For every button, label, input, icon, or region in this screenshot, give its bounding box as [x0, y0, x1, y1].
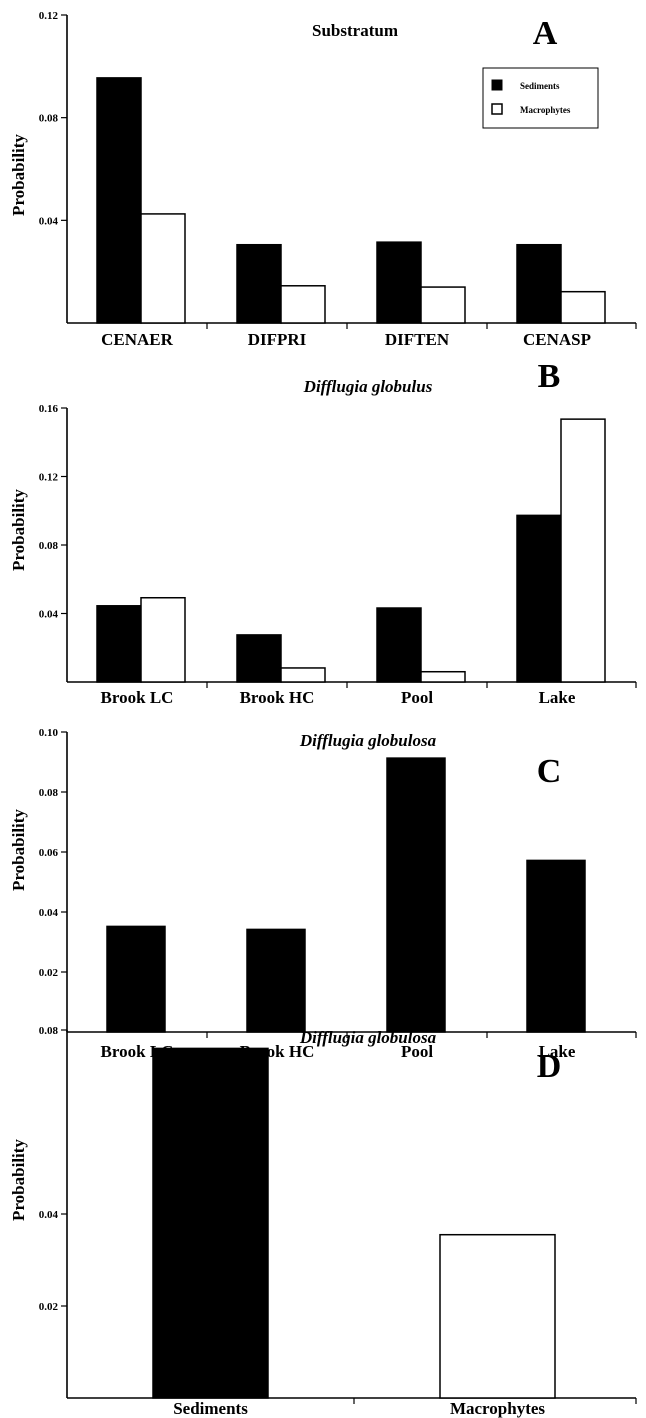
bar	[376, 241, 422, 324]
y-tick-label: 0.02	[39, 1301, 59, 1313]
bar	[420, 670, 466, 683]
chart-title: Substratum	[312, 21, 398, 40]
bar	[560, 418, 606, 683]
chart-panel-b: Difflugia globulus B Probability 0.04 0.0…	[9, 358, 637, 707]
y-tick-label: 0.08	[39, 1025, 59, 1037]
bar	[236, 243, 282, 324]
y-tick-label: 0.08	[39, 540, 59, 552]
bar	[96, 77, 142, 324]
y-axis-label: Probability	[9, 134, 28, 216]
bar	[140, 596, 186, 683]
x-tick-label: CENASP	[523, 330, 591, 349]
bar	[526, 859, 586, 1033]
x-tick-label: DIFTEN	[385, 330, 450, 349]
y-tick-label: 0.04	[39, 609, 59, 621]
x-tick-label: Macrophytes	[450, 1399, 545, 1418]
x-tick-label: Lake	[539, 688, 576, 707]
bar	[140, 213, 186, 324]
y-tick-label: 0.08	[39, 787, 59, 799]
y-tick-label: 0.12	[39, 472, 59, 484]
chart-title: Difflugia globulus	[303, 377, 433, 396]
panel-letter: C	[537, 753, 562, 790]
legend-swatch-sediments	[491, 79, 503, 91]
chart-panel-c: Difflugia globulosa C Probability 0.02 0.…	[9, 727, 637, 1061]
y-axis-label: Probability	[9, 809, 28, 891]
y-tick-label: 0.04	[39, 1209, 59, 1221]
y-tick-label: 0.02	[39, 967, 59, 979]
panel-letter: B	[538, 358, 561, 395]
y-tick-label: 0.06	[39, 847, 59, 859]
bar	[439, 1233, 556, 1399]
legend-box	[482, 67, 599, 129]
chart-panel-a: Substratum A Probability Sediments Macro…	[9, 10, 637, 349]
legend-label-macrophytes: Macrophytes	[520, 105, 571, 115]
x-tick-label: Pool	[401, 688, 433, 707]
y-tick-label: 0.16	[39, 403, 59, 415]
panel-letter: D	[537, 1048, 562, 1085]
x-tick-label: Lake	[539, 1042, 576, 1061]
x-tick-label: Brook HC	[240, 688, 315, 707]
bar	[106, 925, 166, 1033]
x-tick-label: Sediments	[173, 1399, 248, 1418]
bar	[280, 285, 326, 324]
chart-panel-d: Difflugia globulosa D Probability 0.02 0.…	[9, 1025, 637, 1418]
y-tick-label: 0.10	[39, 727, 59, 739]
bar	[96, 605, 142, 683]
panel-letter: A	[533, 15, 558, 52]
chart-title: Difflugia globulosa	[299, 731, 437, 750]
bar	[152, 1047, 269, 1399]
bar	[560, 290, 606, 324]
chart-title: Difflugia globulosa	[299, 1028, 437, 1047]
y-axis-label: Probability	[9, 1139, 28, 1221]
bar	[516, 243, 562, 324]
x-tick-label: Pool	[401, 1042, 433, 1061]
legend-swatch-macrophytes	[491, 103, 503, 115]
y-tick-label: 0.12	[39, 10, 59, 22]
y-tick-label: 0.04	[39, 907, 59, 919]
x-tick-label: DIFPRI	[248, 330, 307, 349]
bar	[280, 667, 326, 683]
y-tick-label: 0.08	[39, 113, 59, 125]
y-tick-label: 0.04	[39, 215, 59, 227]
bar	[516, 514, 562, 683]
bar	[236, 634, 282, 683]
x-tick-label: CENAER	[101, 330, 174, 349]
bar	[386, 757, 446, 1033]
legend-label-sediments: Sediments	[520, 81, 560, 91]
bar	[246, 928, 306, 1033]
bar	[420, 286, 466, 324]
y-axis-label: Probability	[9, 489, 28, 571]
x-tick-label: Brook LC	[101, 688, 174, 707]
bar	[376, 607, 422, 683]
legend: Sediments Macrophytes	[482, 67, 599, 129]
